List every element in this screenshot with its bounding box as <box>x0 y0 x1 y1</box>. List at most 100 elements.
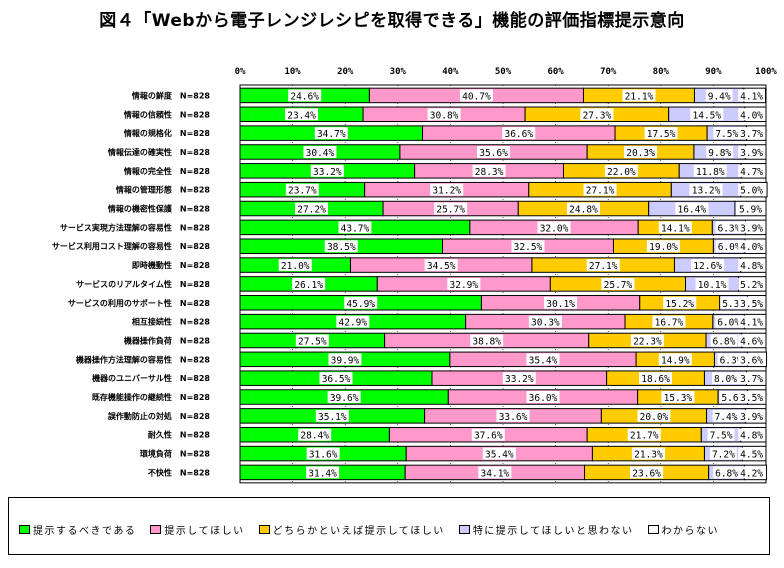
data-label-box <box>292 277 326 290</box>
data-label: 21.0% <box>281 261 310 272</box>
data-label: 3.9% <box>740 148 763 159</box>
data-label-box <box>298 428 332 441</box>
data-label: 42.9% <box>339 318 368 329</box>
category-label: 情報の規格化 N=828 <box>123 128 211 138</box>
data-label-box <box>583 183 617 196</box>
data-label: 15.3% <box>664 393 693 404</box>
data-label-box <box>738 391 765 404</box>
data-label: 13.2% <box>692 186 721 197</box>
data-label-box <box>424 259 458 272</box>
data-label: 31.6% <box>309 450 338 461</box>
data-label: 4.8% <box>740 431 763 442</box>
data-label: 5.0% <box>740 186 763 197</box>
category-label: 誤作動防止の対処 N=828 <box>108 411 211 421</box>
data-label: 37.6% <box>474 431 503 442</box>
data-label-box <box>526 353 560 366</box>
data-label-box <box>738 353 765 366</box>
data-label-box <box>717 353 745 366</box>
data-label: 34.7% <box>317 129 346 140</box>
data-label-box <box>738 334 765 347</box>
category-label: サービス実現方法理解の容易性 N=828 <box>60 222 211 232</box>
data-label: 10.1% <box>698 280 727 291</box>
data-label-box <box>303 145 337 158</box>
data-label: 11.8% <box>696 167 725 178</box>
category-label: 情報伝達の確実性 N=828 <box>107 147 211 157</box>
data-label: 35.6% <box>479 148 508 159</box>
data-label-box <box>652 315 686 328</box>
data-label-box <box>738 240 765 253</box>
data-label-box <box>690 108 724 121</box>
data-label: 32.5% <box>514 242 543 253</box>
data-label: 28.3% <box>475 167 504 178</box>
legend-swatch <box>647 525 659 534</box>
data-label: 27.3% <box>583 110 612 121</box>
data-label-box <box>738 164 765 177</box>
data-label-box <box>715 240 743 253</box>
data-label: 33.2% <box>505 374 534 385</box>
legend-item: 提示するべきである <box>19 522 136 537</box>
legend-label: どちらかといえば提示してほしい <box>272 526 445 537</box>
data-label-box <box>738 315 765 328</box>
data-label: 14.1% <box>661 223 690 234</box>
data-label-box <box>737 202 764 215</box>
data-label-box <box>707 428 735 441</box>
data-label: 38.8% <box>472 336 501 347</box>
data-label-box <box>314 127 348 140</box>
category-label: 機器のユニバーサル性 N=828 <box>92 373 210 383</box>
data-label: 7.5% <box>710 431 733 442</box>
data-label-box <box>526 391 560 404</box>
data-label-box <box>278 259 312 272</box>
data-label: 33.2% <box>313 167 342 178</box>
data-label-box <box>661 391 695 404</box>
data-label-box <box>691 259 725 272</box>
data-label-box <box>285 183 319 196</box>
data-label-box <box>738 259 765 272</box>
data-label: 36.6% <box>504 129 533 140</box>
data-label: 38.5% <box>327 242 356 253</box>
data-label: 34.5% <box>427 261 456 272</box>
data-label-box <box>693 164 727 177</box>
data-label-box <box>338 221 372 234</box>
data-label: 6.3% <box>717 223 740 234</box>
data-label-box <box>604 164 638 177</box>
data-label: 3.6% <box>740 355 763 366</box>
data-label: 16.4% <box>678 205 707 216</box>
data-label-box <box>344 296 378 309</box>
data-label-box <box>738 108 765 121</box>
data-label: 12.6% <box>693 261 722 272</box>
data-label-box <box>713 127 741 140</box>
data-label: 21.3% <box>634 450 663 461</box>
data-label: 3.9% <box>740 223 763 234</box>
data-label: 20.0% <box>640 412 669 423</box>
category-label: 機器操作方法理解の容易性 N=828 <box>76 354 211 364</box>
data-label: 33.6% <box>499 412 528 423</box>
data-label-box <box>630 334 664 347</box>
data-label: 17.5% <box>647 129 676 140</box>
data-label-box <box>502 127 536 140</box>
data-label: 6.8% <box>715 468 738 479</box>
data-label: 4.1% <box>740 91 763 102</box>
legend: 提示するべきである 提示してほしい どちらかといえば提示してほしい 特に提示してほしい… <box>8 497 770 555</box>
data-label: 7.5% <box>715 129 738 140</box>
data-label-box <box>288 89 322 102</box>
category-label: 既存機能操作の継続性 N=828 <box>92 392 211 402</box>
data-label-box <box>738 428 765 441</box>
data-label: 19.0% <box>649 242 678 253</box>
category-label: サービスのリアルタイム性 N=828 <box>76 279 210 289</box>
data-label-box <box>627 428 661 441</box>
data-label: 25.7% <box>436 205 465 216</box>
x-tick-label: 20% <box>337 67 354 77</box>
data-label: 6.3% <box>720 355 743 366</box>
data-label: 4.0% <box>740 110 763 121</box>
category-label: 機器操作負荷 N=828 <box>124 335 211 345</box>
data-label-box <box>710 334 738 347</box>
data-label-box <box>285 108 319 121</box>
category-label: 情報の完全性 N=828 <box>123 166 211 176</box>
legend-swatch <box>458 525 470 534</box>
data-label-box <box>447 277 481 290</box>
data-label: 34.1% <box>481 468 510 479</box>
data-label-box <box>622 89 656 102</box>
data-label-box <box>738 145 765 158</box>
data-label-box <box>459 89 493 102</box>
data-label-box <box>306 447 340 460</box>
